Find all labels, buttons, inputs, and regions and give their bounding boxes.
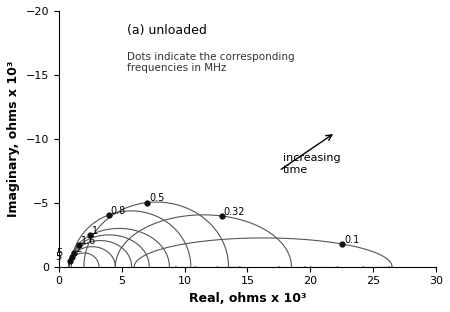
Text: 0.8: 0.8 [111,206,126,216]
Text: increasing
time: increasing time [283,153,340,175]
Text: 5: 5 [56,248,63,258]
Text: 2: 2 [76,244,82,254]
Text: 1.6: 1.6 [81,236,96,246]
Text: 0.1: 0.1 [344,235,360,245]
Y-axis label: Imaginary, ohms x 10³: Imaginary, ohms x 10³ [7,61,20,217]
Text: 5: 5 [55,251,61,261]
Text: (a) unloaded: (a) unloaded [126,24,207,37]
Text: Dots indicate the corresponding
frequencies in MHz: Dots indicate the corresponding frequenc… [126,52,294,74]
Text: 0.5: 0.5 [149,193,165,203]
Text: 1: 1 [92,226,98,236]
X-axis label: Real, ohms x 10³: Real, ohms x 10³ [189,292,306,305]
Text: 0.32: 0.32 [224,207,245,217]
